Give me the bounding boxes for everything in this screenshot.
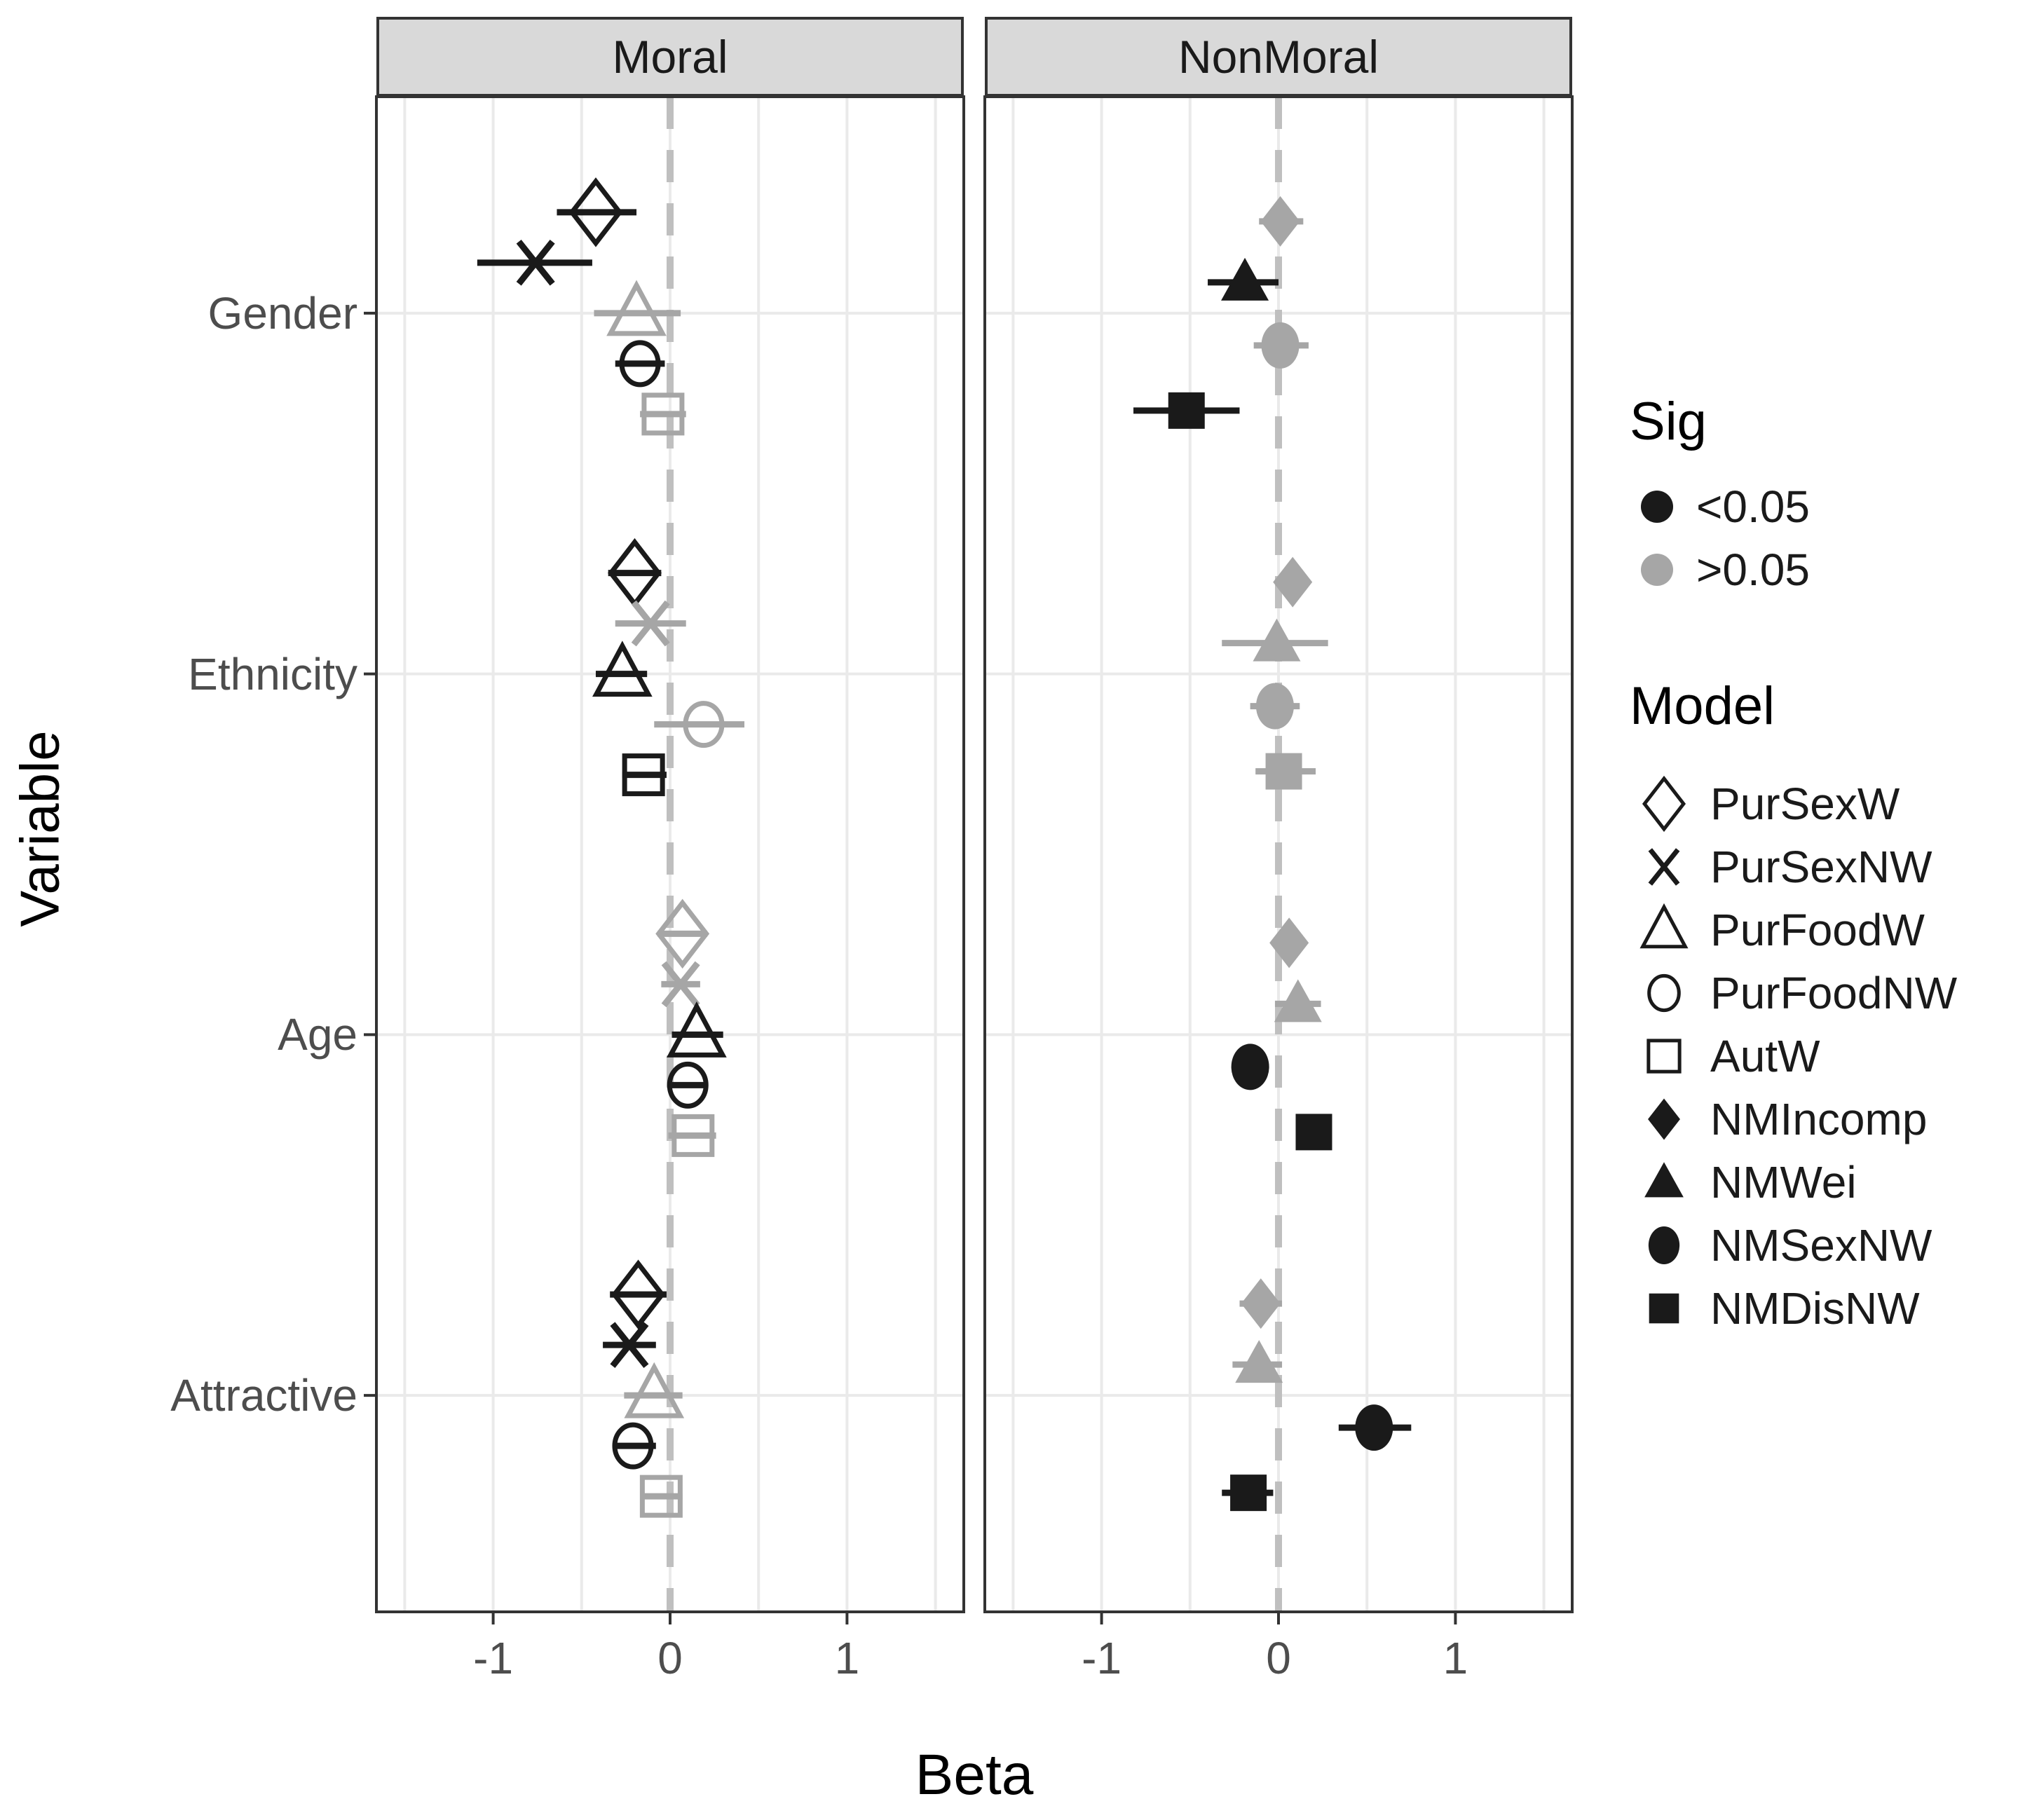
legend-entry-label: >0.05 xyxy=(1696,545,1810,595)
legend-entry-nmdisnw: NMDisNW xyxy=(1637,1277,1920,1340)
point-PurFoodNW-Age xyxy=(667,1061,709,1109)
point-NMIncomp-Attractive xyxy=(1241,1278,1281,1329)
point-NMWei-Ethnicity xyxy=(1253,618,1301,662)
point-NMIncomp-Gender xyxy=(1260,196,1300,247)
x-tick-label: 1 xyxy=(834,1633,860,1683)
nmwei-marker-icon xyxy=(1644,1162,1684,1198)
point-NMWei-Age xyxy=(1274,979,1322,1022)
point-NMDisNW-Attractive xyxy=(1230,1475,1267,1512)
point-PurFoodW-Attractive xyxy=(624,1362,685,1418)
legend-entry-label: PurSexNW xyxy=(1710,842,1932,892)
point-NMSexNW-Attractive xyxy=(1355,1404,1393,1451)
point-NMSexNW-Ethnicity xyxy=(1255,683,1294,730)
legend-model-title: Model xyxy=(1630,676,1775,736)
legend-entry-nmsexnw: NMSexNW xyxy=(1637,1214,1932,1277)
point-NMDisNW-Age xyxy=(1295,1114,1332,1151)
facet-strip-moral: Moral xyxy=(376,17,964,97)
legend-glyph xyxy=(1646,1039,1682,1074)
legend-entry-label: NMDisNW xyxy=(1710,1283,1920,1334)
legend-entry-label: NMIncomp xyxy=(1710,1094,1928,1144)
legend-entry-label: PurFoodW xyxy=(1710,905,1925,955)
point-AutW-Age xyxy=(671,1114,715,1157)
point-PurSexW-Gender xyxy=(568,177,623,247)
point-AutW-Ethnicity xyxy=(622,753,665,797)
facet-panel-moral xyxy=(364,95,965,1624)
nmsexnw-marker-icon xyxy=(1648,1226,1680,1265)
sig-dot-icon xyxy=(1641,491,1673,523)
point-PurFoodW-Ethnicity xyxy=(592,641,653,697)
facet-panel-nonmoral xyxy=(983,95,1574,1624)
legend-entry-sig-lt005: <0.05 xyxy=(1637,475,1810,538)
legend-entry-purfoodw: PurFoodW xyxy=(1637,898,1925,962)
y-axis-title: Variable xyxy=(8,730,71,927)
legend-glyph xyxy=(1647,973,1681,1013)
point-NMWei-Gender xyxy=(1221,257,1269,301)
autw-marker-icon xyxy=(1646,1039,1682,1074)
point-PurFoodNW-Gender xyxy=(619,340,661,388)
legend-glyph xyxy=(1649,1293,1679,1324)
point-NMIncomp-Ethnicity xyxy=(1273,556,1313,608)
legend-sig-title: Sig xyxy=(1630,392,1707,451)
point-PurFoodW-Gender xyxy=(606,280,667,336)
x-tick-label: 1 xyxy=(1443,1633,1468,1683)
legend-glyph xyxy=(1639,903,1689,949)
legend-glyph xyxy=(1648,1226,1680,1265)
point-NMSexNW-Gender xyxy=(1261,322,1300,369)
x-tick-label: -1 xyxy=(473,1633,514,1683)
point-PurFoodW-Age xyxy=(667,1001,727,1058)
legend-glyph xyxy=(1648,848,1680,886)
legend-entry-nmwei: NMWei xyxy=(1637,1151,1857,1214)
legend-entry-pursexnw: PurSexNW xyxy=(1637,835,1932,898)
point-PurSexW-Age xyxy=(655,898,710,969)
point-NMSexNW-Age xyxy=(1231,1044,1269,1090)
point-NMIncomp-Age xyxy=(1269,917,1309,969)
point-PurSexNW-Gender xyxy=(516,240,555,286)
point-NMDisNW-Gender xyxy=(1168,392,1205,429)
legend-entry-pursexw: PurSexW xyxy=(1637,772,1900,835)
legend-glyph xyxy=(1642,775,1686,833)
legend-entry-autw: AutW xyxy=(1637,1025,1820,1088)
point-PurSexNW-Attractive xyxy=(610,1322,649,1368)
legend-entry-label: NMSexNW xyxy=(1710,1220,1932,1271)
point-PurFoodNW-Attractive xyxy=(612,1422,654,1470)
x-tick-label: 0 xyxy=(657,1633,683,1683)
sig-dot-icon xyxy=(1641,554,1673,586)
point-AutW-Gender xyxy=(641,392,685,436)
point-PurSexNW-Age xyxy=(661,961,700,1008)
purfoodw-marker-icon xyxy=(1639,903,1689,949)
legend-entry-label: PurSexW xyxy=(1710,779,1900,829)
point-PurSexNW-Ethnicity xyxy=(631,600,670,647)
nmincomp-marker-icon xyxy=(1648,1098,1680,1140)
y-tick-label-gender: Gender xyxy=(207,287,357,338)
legend-entry-nmincomp: NMIncomp xyxy=(1637,1088,1927,1151)
x-tick-label: 0 xyxy=(1266,1633,1291,1683)
pursexnw-marker-icon xyxy=(1648,848,1680,886)
legend-entry-label: AutW xyxy=(1710,1031,1820,1081)
point-NMWei-Attractive xyxy=(1235,1340,1283,1383)
point-PurSexW-Attractive xyxy=(611,1259,665,1329)
legend-entry-sig-gt005: >0.05 xyxy=(1637,538,1810,601)
x-axis-title: Beta xyxy=(915,1743,1034,1807)
y-tick-label-ethnicity: Ethnicity xyxy=(188,648,357,699)
purfoodnw-marker-icon xyxy=(1647,973,1681,1013)
y-tick-label-age: Age xyxy=(278,1009,357,1060)
legend-entry-label: NMWei xyxy=(1710,1157,1857,1207)
legend-entry-label: PurFoodNW xyxy=(1710,968,1958,1018)
y-tick-label-attractive: Attractive xyxy=(170,1370,357,1421)
x-tick-label: -1 xyxy=(1082,1633,1122,1683)
legend-entry-purfoodnw: PurFoodNW xyxy=(1637,962,1957,1025)
point-NMDisNW-Ethnicity xyxy=(1265,753,1302,790)
legend-entry-label: <0.05 xyxy=(1696,481,1810,532)
point-PurFoodNW-Ethnicity xyxy=(683,701,725,748)
legend-glyph xyxy=(1648,1098,1680,1140)
nmdisnw-marker-icon xyxy=(1649,1293,1679,1324)
legend-glyph xyxy=(1644,1162,1684,1198)
pursexw-marker-icon xyxy=(1642,775,1686,833)
point-AutW-Attractive xyxy=(639,1475,683,1518)
